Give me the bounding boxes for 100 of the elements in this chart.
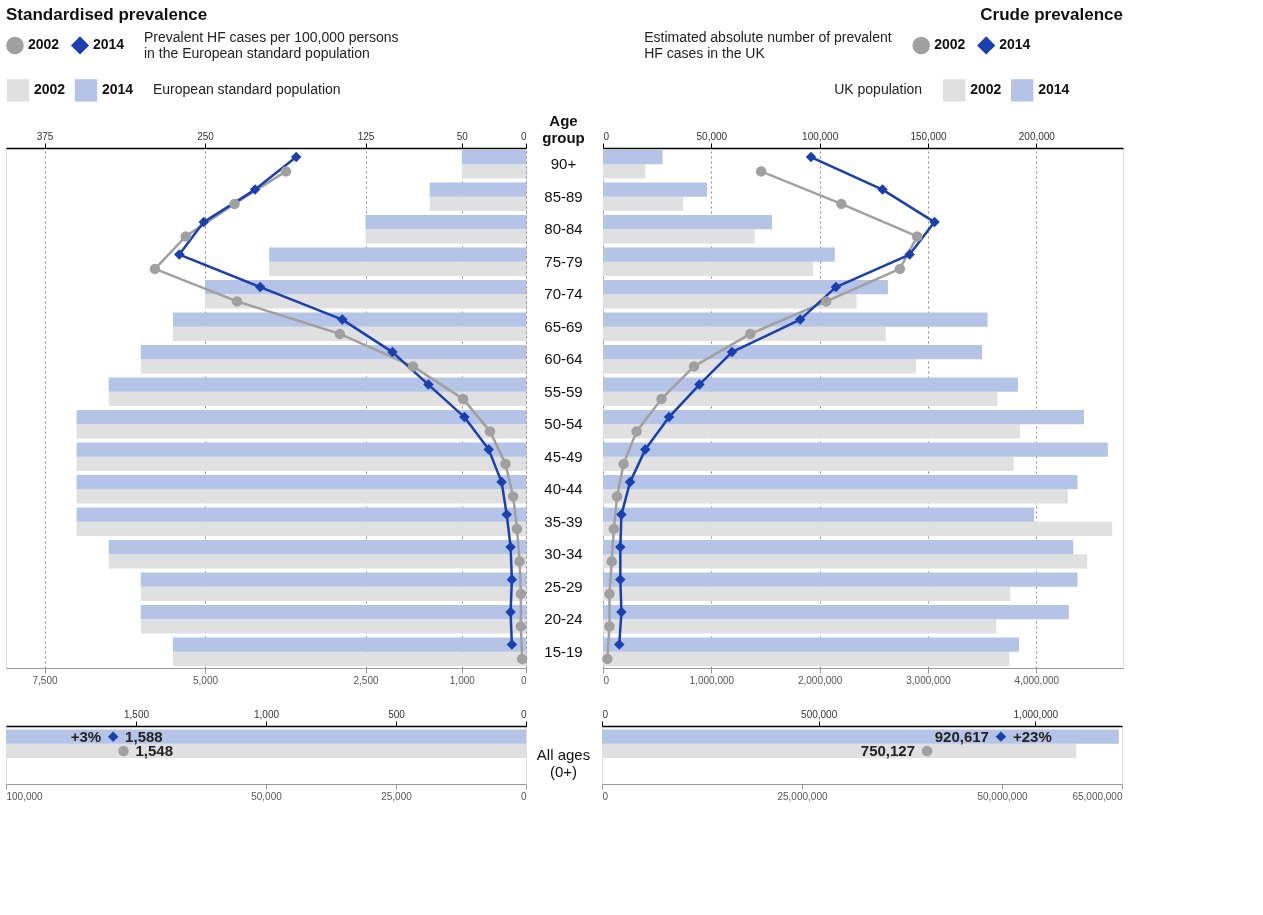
x2-tick-label: 500,000 [801,708,838,720]
bar [140,604,526,620]
annotation: +23% [1012,727,1052,745]
x-tick-label: 50,000 [251,790,283,802]
data-label: 920,617 [934,727,989,745]
bar [603,344,983,360]
y-tick-label: 35-39 [544,512,583,530]
y-axis-title: Age group [542,111,585,146]
chart-title: Crude prevalence [980,5,1123,24]
bar [603,312,988,327]
x-tick-label: 0 [602,790,609,802]
text: UK population [834,81,923,97]
y-tick-label: All ages (0+) [536,746,591,780]
y-tick-label: 60-64 [544,350,583,368]
y-tick-label: 55-59 [544,382,583,400]
chart-title: Standardised prevalence [6,5,208,24]
bar [603,279,888,295]
x2-tick-label: 50,000 [696,130,728,142]
x2-tick-label: 1,000,000 [1013,708,1059,720]
bar [603,507,1035,522]
bar [140,344,526,360]
bar [603,149,663,165]
bar [603,637,1019,652]
x-tick-label: 50,000,000 [977,790,1028,802]
x2-tick-label: 0 [520,708,527,720]
bar [172,637,526,652]
x2-tick-label: 375 [36,130,54,142]
x2-tick-label: 0 [520,130,527,142]
bar [365,214,526,230]
x2-tick-label: 1,500 [123,708,150,720]
y-tick-label: 45-49 [544,447,583,465]
x-tick-label: 5,000 [193,674,219,686]
x2-tick-label: 50 [456,130,469,142]
bar [108,539,526,555]
x-tick-label: 3,000,000 [906,674,952,686]
y-tick-label: 80-84 [544,220,583,238]
x2-tick-label: 250 [197,130,215,142]
y-tick-label: 75-79 [544,252,583,270]
bar [76,442,526,457]
x-tick-label: 7,500 [32,674,58,686]
bar [603,214,772,230]
bar [205,279,526,295]
x2-tick-label: 0 [602,708,609,720]
x-tick-label: 4,000,000 [1014,674,1060,686]
x2-tick-label: 125 [357,130,375,142]
bar [429,182,526,197]
bar [603,247,835,262]
legend-label: 2002 [34,81,66,98]
legend-label: 2014 [93,36,125,53]
legend-label: 2014 [102,81,134,98]
x-tick-label: 0 [520,790,527,802]
text: Estimated absolute number of prevalent HF cases in the UK [644,29,892,61]
x-tick-label: 100,000 [6,790,44,802]
bar [603,604,1069,620]
x2-tick-label: 0 [603,130,610,142]
legend-label: 2002 [28,36,60,53]
y-tick-label: 30-34 [544,545,583,563]
legend-label: 2014 [999,36,1031,53]
legend-label: 2002 [970,81,1002,98]
y-tick-label: 50-54 [544,415,583,433]
x-tick-label: 25,000 [381,790,413,802]
y-tick-label: 65-69 [544,317,583,335]
annotation: +3% [70,727,102,745]
bar [172,312,526,327]
x-tick-label: 65,000,000 [1072,790,1123,802]
x-tick-label: 25,000,000 [777,790,828,802]
x2-tick-label: 200,000 [1018,130,1056,142]
text: Prevalent HF cases per 100,000 persons in the European standard population [144,29,399,61]
legend-label: 2014 [1038,81,1070,98]
y-tick-label: 90+ [550,155,577,173]
y-tick-label: 85-89 [544,187,583,205]
bar [603,442,1108,457]
x2-tick-label: 150,000 [910,130,948,142]
x-tick-label: 1,000 [449,674,476,686]
y-tick-label: 20-24 [544,610,583,628]
bar [76,474,526,490]
x-tick-label: 2,500 [353,674,379,686]
y-tick-label: 40-44 [544,480,583,498]
bar [461,149,526,165]
legend-label: 2002 [934,36,966,53]
x2-tick-label: 500 [388,708,406,720]
x-tick-label: 0 [520,674,527,686]
x-tick-label: 2,000,000 [797,674,843,686]
bar [603,409,1084,425]
bar [603,377,1018,392]
y-tick-label: 15-19 [544,642,583,660]
bar [603,182,707,197]
x-tick-label: 0 [603,674,610,686]
bar [76,409,526,425]
bar [603,474,1078,490]
x2-tick-label: 1,000 [253,708,280,720]
data-label: 750,127 [860,741,916,759]
bar [603,572,1078,587]
y-tick-label: 70-74 [544,285,583,303]
x-tick-label: 1,000,000 [689,674,735,686]
bar [108,377,526,392]
bar [140,572,526,587]
bar [603,539,1074,555]
x2-tick-label: 100,000 [802,130,839,142]
bar [269,247,526,262]
